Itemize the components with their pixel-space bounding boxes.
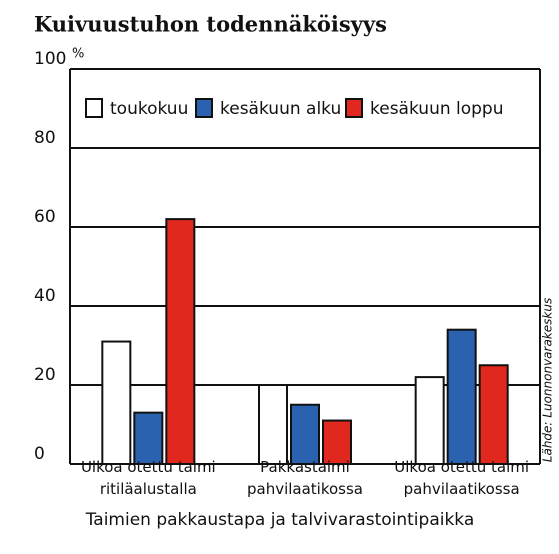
x-tick-label: Pakkastaimi pahvilaatikossa xyxy=(246,458,363,498)
bar xyxy=(133,411,164,465)
y-tick-label: 80 xyxy=(34,128,56,148)
y-tick-label: 60 xyxy=(34,207,56,227)
source: Lähde: Luonnonvarakeskus xyxy=(541,298,555,462)
bar xyxy=(290,403,320,465)
legend-label: kesäkuun loppu xyxy=(370,99,504,119)
legend-swatch xyxy=(345,98,363,118)
y-tick-label: 40 xyxy=(34,286,56,306)
bar xyxy=(478,364,509,465)
y-axis-label: % xyxy=(72,47,84,62)
legend-swatch xyxy=(85,98,103,118)
x-tick-label: Ulkoa otettu taimi ritiläalustalla xyxy=(80,458,216,498)
bar xyxy=(101,340,132,465)
bar xyxy=(165,218,196,465)
chart-title: Kuivuustuhon todennäköisyys xyxy=(34,12,387,37)
bar xyxy=(414,376,445,466)
bar xyxy=(322,419,352,465)
legend-label: toukokuu xyxy=(110,99,188,119)
y-tick-label: 0 xyxy=(34,444,45,464)
legend-label: kesäkuun alku xyxy=(220,99,341,119)
legend-swatch xyxy=(195,98,213,118)
y-tick-label: 100 xyxy=(34,49,66,69)
x-axis-label: Taimien pakkaustapa ja talvivarastointip… xyxy=(85,510,475,530)
x-tick-label: Ulkoa otettu taimi pahvilaatikossa xyxy=(394,458,530,498)
y-tick-label: 20 xyxy=(34,365,56,385)
bar xyxy=(446,328,477,466)
bar xyxy=(258,384,288,465)
